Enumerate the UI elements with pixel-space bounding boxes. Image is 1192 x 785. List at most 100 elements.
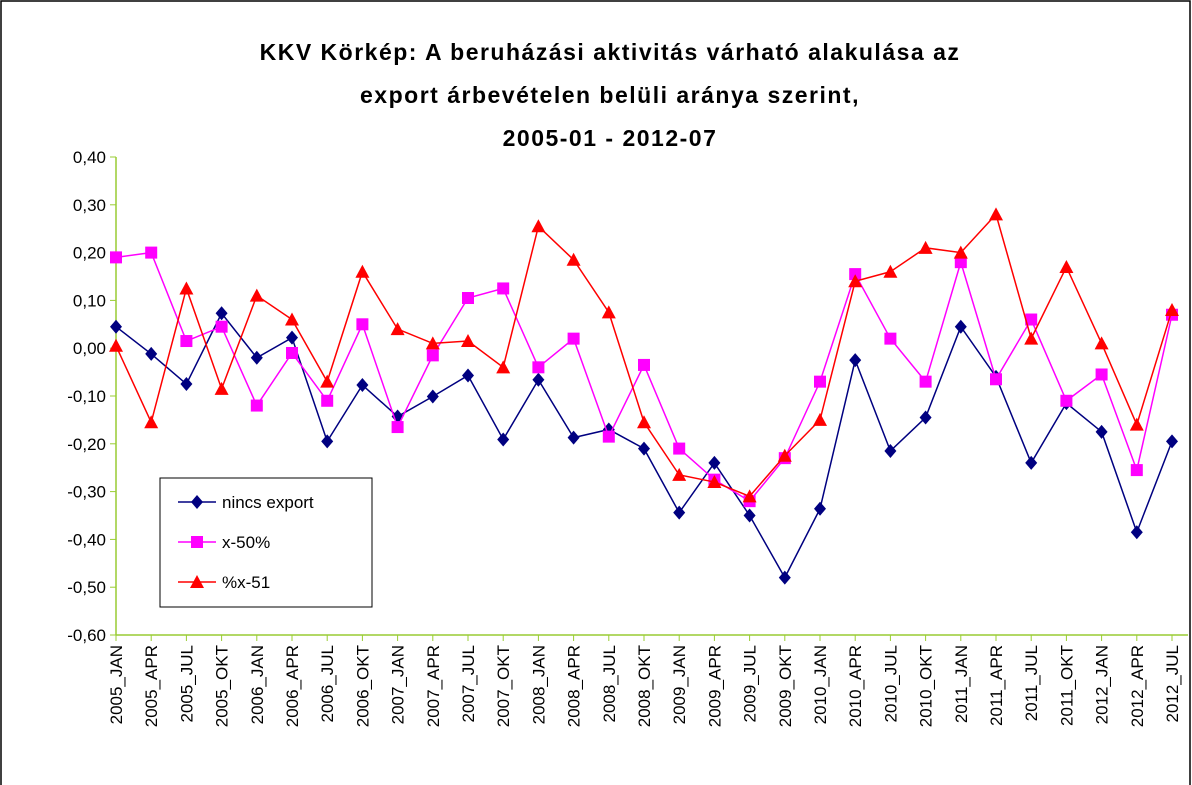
x-tick-label: 2012_JAN [1093, 645, 1112, 724]
data-point [496, 360, 511, 374]
data-point [425, 336, 440, 350]
x-tick-label: 2009_OKT [776, 645, 795, 727]
data-point [426, 389, 439, 404]
x-tick-label: 2005_JAN [107, 645, 126, 724]
data-point [707, 475, 722, 489]
data-point [813, 412, 827, 426]
data-point [497, 432, 510, 447]
data-point [355, 264, 370, 278]
data-point [990, 373, 1002, 386]
y-tick-label: 0,40 [73, 148, 106, 167]
x-tick-label: 2006_JAN [248, 645, 267, 724]
data-point [356, 378, 369, 393]
data-point [179, 281, 194, 295]
data-point [1025, 313, 1038, 326]
data-point [1060, 394, 1073, 407]
data-point [180, 377, 193, 392]
chart-title: KKV Körkép: A beruházási aktivitás várha… [260, 39, 961, 65]
legend-label: nincs export [222, 493, 314, 512]
data-point [742, 489, 757, 503]
data-point [673, 505, 686, 520]
x-tick-label: 2009_APR [705, 645, 724, 727]
data-point [110, 319, 122, 334]
data-point [215, 320, 228, 333]
legend-marker [190, 575, 204, 588]
data-point [531, 219, 546, 233]
chart-title: 2005-01 - 2012-07 [503, 125, 718, 151]
x-tick-label: 2008_JAN [529, 645, 548, 724]
data-point [919, 375, 932, 388]
y-tick-label: 0,20 [73, 244, 106, 263]
data-point [390, 322, 405, 336]
data-point [462, 292, 474, 305]
data-point [884, 332, 897, 345]
data-point [884, 443, 897, 458]
data-point [708, 455, 721, 470]
data-point [285, 312, 299, 326]
y-tick-label: -0,40 [67, 530, 106, 549]
data-point [145, 246, 158, 259]
data-point [462, 368, 474, 383]
data-point [215, 306, 228, 321]
y-tick-label: -0,30 [67, 483, 106, 502]
data-point [814, 501, 826, 516]
data-point [672, 467, 687, 481]
data-point [426, 349, 439, 362]
data-point [919, 410, 932, 425]
data-point [778, 570, 791, 585]
data-point [214, 381, 229, 395]
y-tick-label: 0,30 [73, 196, 106, 215]
x-tick-label: 2011_APR [987, 645, 1006, 726]
data-point [286, 346, 298, 359]
data-point [673, 442, 686, 455]
x-tick-label: 2005_JUL [177, 645, 196, 723]
data-point [321, 434, 334, 449]
data-point [814, 375, 826, 388]
data-point [883, 264, 898, 278]
y-tick-label: 0,00 [73, 339, 106, 358]
data-point [849, 353, 862, 368]
data-point [953, 245, 968, 259]
legend-label: %x-51 [222, 573, 270, 592]
x-tick-label: 2011_JUL [1022, 645, 1041, 721]
data-point [1095, 368, 1108, 381]
data-point [848, 274, 863, 288]
x-tick-label: 2007_JAN [389, 645, 408, 724]
data-point [849, 268, 862, 281]
data-point [1094, 336, 1109, 350]
x-tick-label: 2006_OKT [353, 645, 372, 727]
data-point [1095, 424, 1108, 439]
data-point [567, 332, 580, 345]
data-point [1129, 417, 1144, 431]
data-point [566, 252, 581, 266]
data-point [249, 288, 264, 302]
x-tick-label: 2009_JAN [670, 645, 689, 724]
data-point [109, 338, 123, 352]
x-tick-label: 2006_JUL [318, 645, 337, 723]
data-point [321, 394, 334, 407]
x-tick-label: 2007_APR [424, 645, 443, 727]
data-point [1130, 525, 1143, 540]
x-tick-label: 2009_JUL [741, 645, 760, 723]
data-point [989, 207, 1003, 221]
x-tick-label: 2011_OKT [1057, 645, 1076, 726]
data-point [250, 399, 263, 412]
chart-title: export árbevételen belüli aránya szerint… [360, 82, 860, 108]
data-point [356, 318, 369, 331]
x-tick-label: 2008_JUL [600, 645, 619, 723]
data-point [638, 441, 650, 456]
x-tick-label: 2010_APR [846, 645, 865, 727]
data-point [743, 508, 756, 523]
data-point [497, 282, 510, 295]
data-point [601, 305, 616, 319]
y-tick-label: -0,60 [67, 626, 106, 645]
data-point [532, 361, 545, 374]
x-tick-label: 2005_OKT [213, 645, 232, 727]
data-point [144, 415, 159, 429]
data-point [567, 430, 580, 445]
data-point [286, 330, 298, 345]
data-point [1024, 331, 1039, 345]
legend-marker [191, 495, 203, 509]
data-point [110, 251, 122, 264]
